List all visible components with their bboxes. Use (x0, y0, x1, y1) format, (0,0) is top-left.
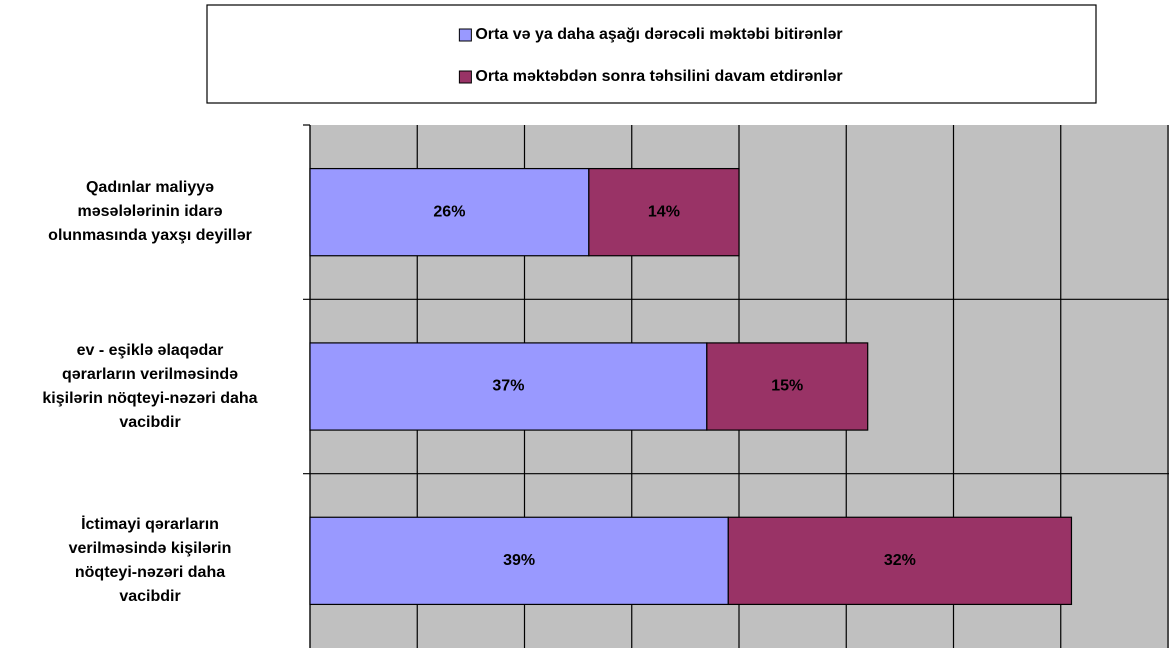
value-label: 14% (648, 203, 680, 220)
category-label: Qadınlar maliyyə məsələlərinin idarə olu… (48, 179, 252, 245)
value-label: 39% (503, 552, 535, 569)
value-label: 32% (884, 552, 916, 569)
value-label: 37% (492, 378, 524, 395)
bar-segment (309, 167, 590, 257)
bar-segment (588, 167, 740, 257)
category-label: İctimayi qərarların verilməsində kişilər… (68, 515, 232, 605)
bar-segment (309, 516, 729, 606)
legend-label: Orta məktəbdən sonra təhsilini davam etd… (475, 68, 842, 85)
value-label: 26% (433, 203, 465, 220)
bar-segment (309, 342, 708, 431)
value-label: 15% (771, 378, 803, 395)
legend-box (206, 4, 1097, 104)
category-label: ev - eşiklə əlaqədar qərarların verilməs… (42, 341, 258, 431)
bar-segment (706, 342, 869, 431)
legend-swatch (458, 28, 472, 42)
bar-segment (727, 516, 1073, 606)
legend-swatch (458, 70, 472, 84)
legend-label: Orta və ya daha aşağı dərəcəli məktəbi b… (475, 26, 842, 43)
